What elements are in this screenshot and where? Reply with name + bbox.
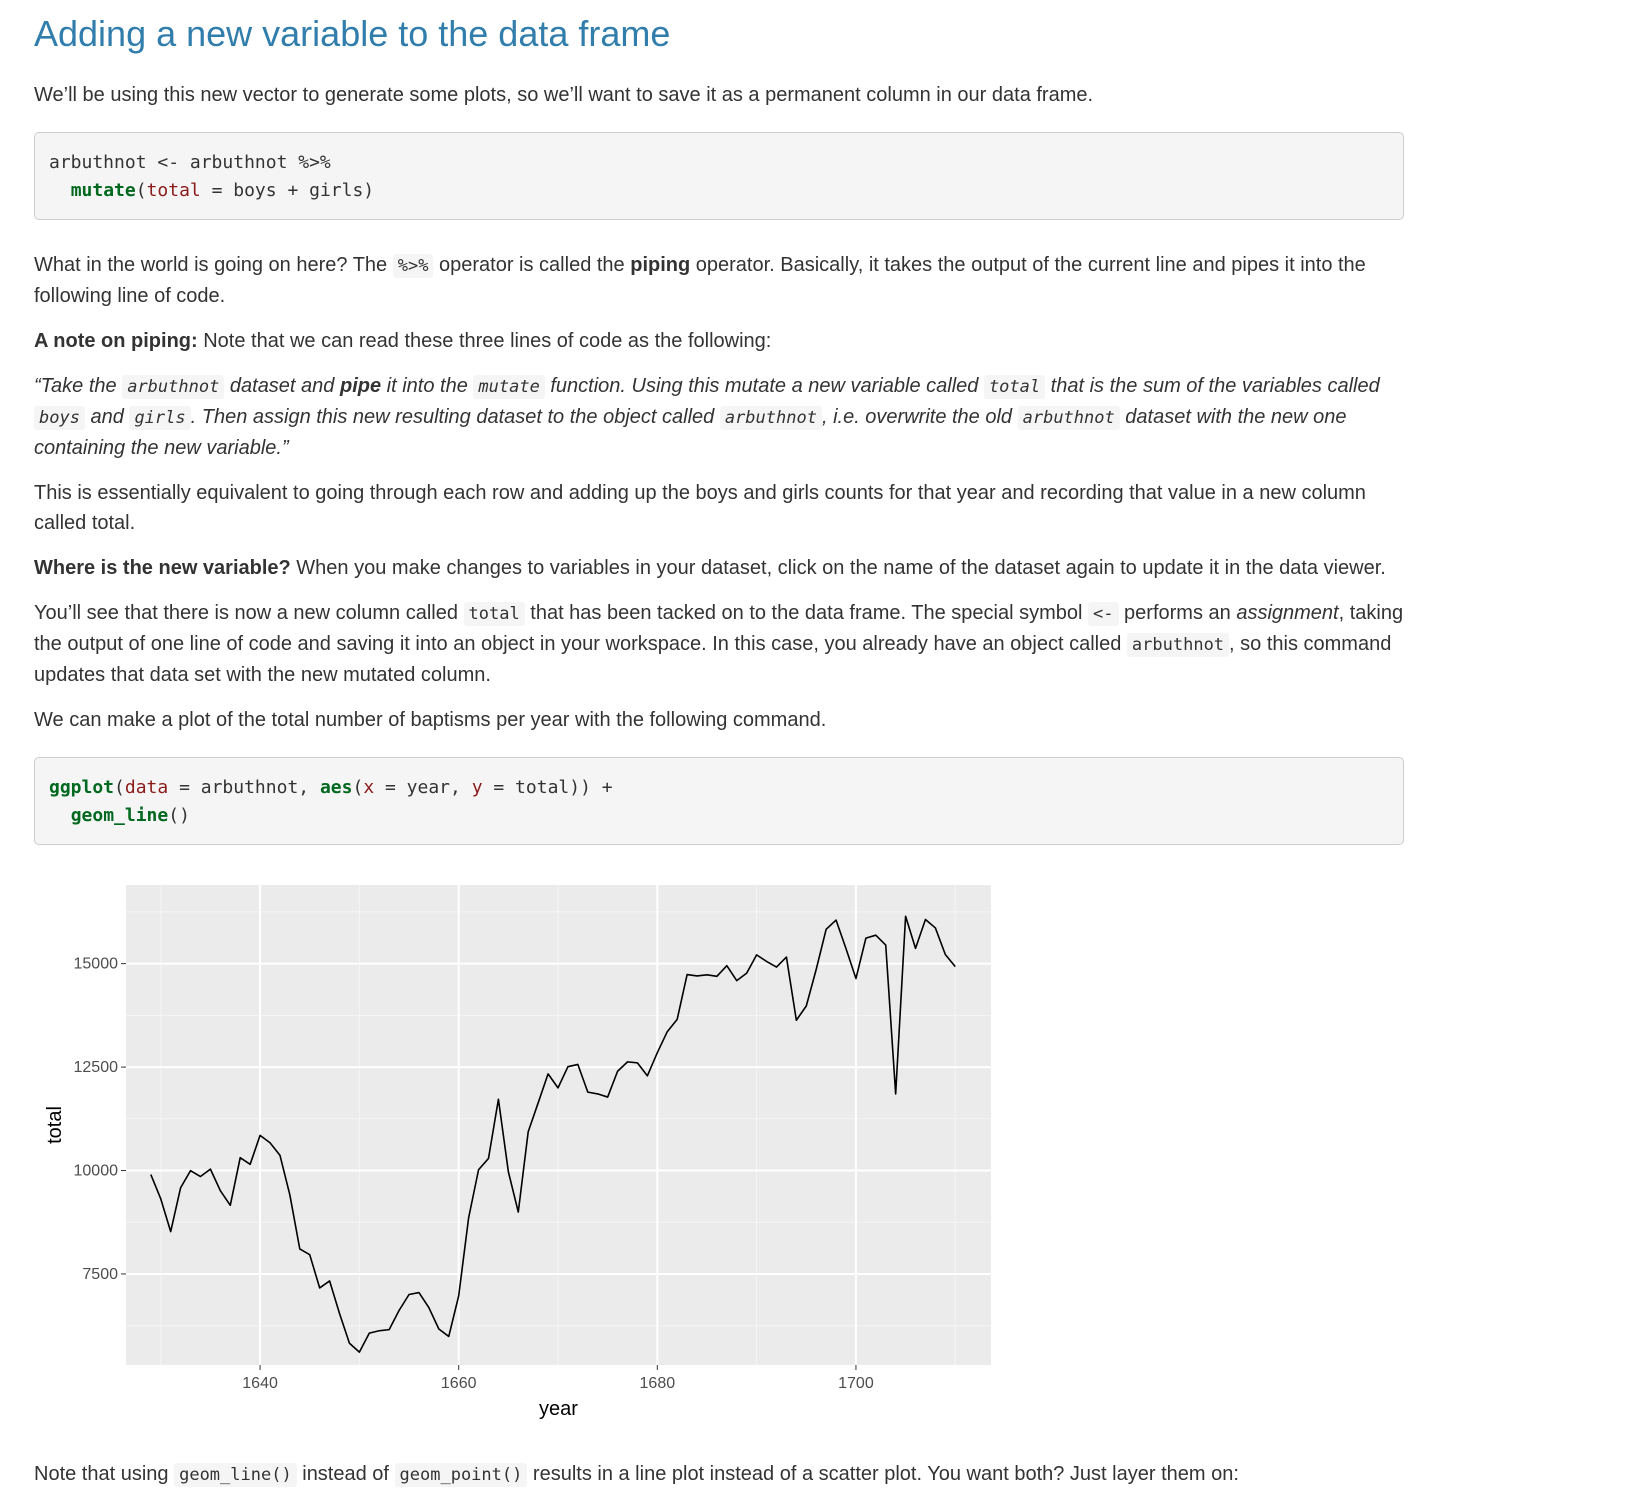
- x-tick-label: 1640: [242, 1375, 278, 1392]
- text: . Then assign this new resulting dataset…: [190, 406, 720, 428]
- code-function: geom_line: [70, 805, 169, 826]
- section-heading: Adding a new variable to the data frame: [34, 13, 671, 54]
- inline-code: %>%: [392, 254, 434, 278]
- code-function: aes: [319, 777, 353, 798]
- intro-paragraph: We’ll be using this new vector to genera…: [34, 84, 1094, 106]
- y-axis: 7500 10000 12500 15000: [74, 956, 126, 1283]
- text: it into the: [381, 375, 474, 397]
- inline-code: arbuthnot: [719, 406, 822, 430]
- text: results in a line plot instead of a scat…: [527, 1463, 1239, 1485]
- text: operator is called the: [433, 254, 631, 276]
- code-text: = boys + girls): [200, 180, 375, 201]
- document: Adding a new variable to the data frame …: [34, 0, 1404, 1505]
- text: that is the sum of the variables called: [1045, 375, 1380, 397]
- inline-code: geom_line(): [174, 1463, 297, 1487]
- line-chart-svg: 7500 10000 12500 15000 1640 1660 1680 1700 yea…: [44, 885, 991, 1420]
- code-block-ggplot[interactable]: ggplot(data = arbuthnot, aes(x = year, y…: [34, 757, 1404, 845]
- y-tick-label: 7500: [82, 1266, 118, 1283]
- text: instead of: [296, 1463, 395, 1485]
- x-tick-label: 1700: [838, 1375, 874, 1392]
- y-tick-label: 10000: [74, 1163, 119, 1180]
- new-column-paragraph: You’ll see that there is now a new colum…: [34, 598, 1404, 690]
- text: , i.e. overwrite the old: [821, 406, 1018, 428]
- code-argument: y: [471, 777, 483, 798]
- text: , so this command updates that data set …: [34, 633, 1392, 686]
- plot-intro-paragraph: We can make a plot of the total number o…: [34, 709, 827, 731]
- text: dataset with the new one containing the …: [34, 406, 1347, 459]
- inline-code: arbuthnot: [1126, 633, 1230, 657]
- text: You’ll see that there is now a new colum…: [34, 602, 464, 624]
- quote-paragraph: “Take the arbuthnot dataset and pipe it …: [34, 371, 1404, 463]
- text: and: [84, 406, 130, 428]
- inline-code: boys: [34, 406, 85, 430]
- text: operator. Basically, it takes the output…: [34, 254, 1366, 307]
- inline-code: total: [983, 375, 1046, 399]
- inline-code: mutate: [473, 375, 545, 399]
- text: performs an: [1118, 602, 1237, 624]
- note-paragraph: A note on piping: Note that we can read …: [34, 326, 1404, 356]
- bold-text: pipe: [339, 375, 382, 397]
- equivalent-paragraph: This is essentially equivalent to going …: [34, 482, 1366, 534]
- bold-text: piping: [630, 254, 691, 276]
- x-tick-label: 1660: [441, 1375, 477, 1392]
- where-paragraph: Where is the new variable? When you make…: [34, 553, 1404, 583]
- code-text: = arbuthnot,: [168, 777, 320, 798]
- code-argument: x: [363, 777, 375, 798]
- code-function: ggplot: [49, 777, 115, 798]
- code-argument: total: [146, 180, 201, 201]
- grid-major: [126, 885, 991, 1365]
- x-tick-label: 1680: [640, 1375, 676, 1392]
- text: that has been tacked on to the data fram…: [524, 602, 1089, 624]
- text: function. Using this mutate a new variab…: [544, 375, 984, 397]
- code-line: mutate(total = boys + girls): [49, 177, 1389, 205]
- code-text: (): [168, 805, 190, 826]
- y-axis-title: total: [44, 1106, 66, 1144]
- code-argument: data: [124, 777, 169, 798]
- code-text: = total)) +: [482, 777, 613, 798]
- bold-text: A note on piping:: [34, 330, 198, 352]
- y-tick-label: 12500: [74, 1059, 119, 1076]
- inline-code: girls: [129, 406, 191, 430]
- text: Note that using: [34, 1463, 175, 1485]
- code-line: geom_line(): [49, 802, 1389, 830]
- code-indent: [49, 180, 71, 201]
- x-axis: 1640 1660 1680 1700: [242, 1365, 874, 1392]
- code-punct: (: [135, 180, 147, 201]
- inline-code: arbuthnot: [1017, 406, 1120, 430]
- code-line: ggplot(data = arbuthnot, aes(x = year, y…: [49, 774, 1389, 802]
- text: dataset and: [224, 375, 340, 397]
- text: When you make changes to variables in yo…: [290, 557, 1386, 579]
- text: , taking the output of one line of code …: [34, 602, 1404, 655]
- y-tick-label: 15000: [74, 956, 119, 973]
- code-function: mutate: [70, 180, 136, 201]
- inline-code: total: [463, 602, 525, 626]
- inline-code: <-: [1088, 602, 1119, 626]
- final-paragraph: Note that using geom_line() instead of g…: [34, 1459, 1404, 1490]
- text: What in the world is going on here? The: [34, 254, 393, 276]
- code-punct: (: [352, 777, 364, 798]
- code-text: = year,: [374, 777, 472, 798]
- series-line-total: [150, 915, 956, 1353]
- text: Note that we can read these three lines …: [197, 330, 772, 352]
- bold-text: Where is the new variable?: [34, 557, 291, 579]
- code-line: arbuthnot <- arbuthnot %>%: [49, 152, 331, 173]
- emphasis-text: assignment: [1236, 602, 1339, 624]
- grid-minor: [126, 885, 991, 1365]
- inline-code: geom_point(): [394, 1463, 528, 1487]
- code-indent: [49, 805, 71, 826]
- code-punct: (: [114, 777, 125, 798]
- pipe-paragraph: What in the world is going on here? The …: [34, 250, 1404, 311]
- x-axis-title: year: [539, 1398, 578, 1420]
- inline-code: arbuthnot: [122, 375, 225, 399]
- text: “Take the: [34, 375, 123, 397]
- code-block-mutate[interactable]: arbuthnot <- arbuthnot %>% mutate(total …: [34, 132, 1404, 220]
- line-chart: 7500 10000 12500 15000 1640 1660 1680 1700 yea…: [34, 875, 1104, 1455]
